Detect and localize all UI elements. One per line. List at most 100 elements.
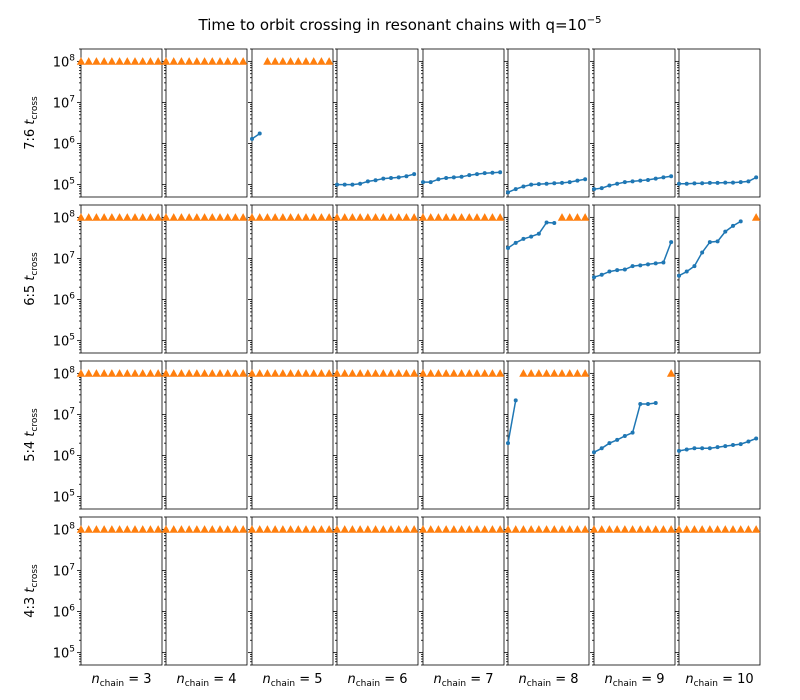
no-crossing-marker [465, 369, 474, 377]
no-crossing-marker [542, 525, 551, 533]
no-crossing-marker [123, 369, 132, 377]
crossing-point [575, 178, 580, 183]
no-crossing-marker [223, 369, 232, 377]
crossing-point [677, 273, 681, 278]
crossing-point [661, 260, 666, 265]
no-crossing-marker [123, 213, 132, 221]
panel-2-5 [504, 360, 590, 510]
crossing-point [646, 401, 650, 406]
panel-frame [422, 360, 505, 510]
crossing-point [373, 178, 378, 183]
no-crossing-marker [247, 369, 257, 377]
panel-frame [678, 48, 761, 198]
crossing-point [653, 401, 658, 406]
no-crossing-marker [208, 213, 217, 221]
no-crossing-marker [441, 525, 451, 533]
no-crossing-marker [409, 369, 419, 377]
no-crossing-marker [278, 525, 288, 533]
crossing-point [638, 401, 643, 406]
y-tick-label: 106 [53, 604, 76, 621]
no-crossing-marker [115, 369, 124, 377]
col-label: nchain = 3 [91, 672, 151, 689]
no-crossing-marker [371, 525, 380, 533]
no-crossing-marker [184, 525, 194, 533]
crossing-point [738, 180, 743, 185]
crossing-point [754, 175, 759, 180]
no-crossing-marker [597, 525, 606, 533]
panel-frame [678, 516, 761, 666]
crossing-point [622, 433, 627, 438]
no-crossing-marker [565, 525, 574, 533]
no-crossing-marker [263, 525, 272, 533]
no-crossing-marker [480, 525, 489, 533]
crossing-point [731, 443, 735, 448]
no-crossing-marker [138, 57, 147, 65]
panel-frame [593, 48, 676, 198]
no-crossing-marker [84, 525, 93, 533]
y-tick-label: 106 [53, 292, 76, 309]
panel-frame [593, 516, 676, 666]
no-crossing-marker [457, 369, 466, 377]
no-crossing-marker [480, 213, 489, 221]
crossing-point [521, 236, 526, 241]
no-crossing-marker [565, 369, 574, 377]
crossing-point [459, 174, 464, 179]
no-crossing-marker [409, 213, 419, 221]
no-crossing-marker [332, 213, 342, 221]
no-crossing-marker [573, 525, 582, 533]
no-crossing-marker [744, 525, 753, 533]
no-crossing-marker [713, 525, 722, 533]
no-crossing-marker [223, 57, 232, 65]
crossing-point [552, 181, 557, 186]
crossing-point [707, 446, 712, 451]
no-crossing-marker [138, 213, 147, 221]
crossing-point [482, 171, 487, 176]
no-crossing-marker [238, 57, 248, 65]
crossing-point [421, 180, 425, 185]
crossing-point [692, 446, 697, 451]
crossing-point [544, 181, 549, 186]
no-crossing-marker [348, 369, 357, 377]
crossing-point [451, 175, 456, 180]
no-crossing-marker [76, 369, 86, 377]
crossing-point [700, 446, 705, 451]
crossing-point [723, 444, 728, 449]
no-crossing-marker [332, 525, 342, 533]
no-crossing-marker [192, 369, 202, 377]
panel-3-1 [161, 516, 248, 666]
no-crossing-marker [488, 369, 497, 377]
no-crossing-marker [153, 369, 163, 377]
panel-frame [507, 516, 590, 666]
panel-frame [165, 360, 248, 510]
no-crossing-marker [348, 525, 357, 533]
no-crossing-marker [534, 369, 544, 377]
y-tick-label: 105 [53, 333, 75, 350]
no-crossing-marker [332, 369, 342, 377]
panel-2-6 [590, 360, 676, 510]
panel-frame [80, 204, 163, 354]
no-crossing-marker [294, 369, 303, 377]
no-crossing-marker [76, 213, 86, 221]
no-crossing-marker [138, 369, 147, 377]
panel-frame [80, 516, 163, 666]
no-crossing-marker [418, 213, 428, 221]
no-crossing-marker [92, 57, 101, 65]
crossing-point [436, 177, 441, 182]
no-crossing-marker [247, 525, 257, 533]
panel-1-6 [590, 204, 676, 354]
panel-3-0 [76, 516, 163, 666]
crossing-point [646, 262, 650, 267]
no-crossing-marker [255, 213, 264, 221]
no-crossing-marker [666, 369, 676, 377]
no-crossing-marker [340, 213, 349, 221]
no-crossing-marker [580, 525, 590, 533]
crossing-point [684, 447, 689, 452]
crossing-point [700, 181, 705, 186]
no-crossing-marker [511, 525, 520, 533]
crossing-point [583, 177, 588, 182]
no-crossing-marker [666, 525, 676, 533]
panel-frame [336, 204, 419, 354]
crossing-point [692, 264, 697, 269]
no-crossing-marker [177, 57, 186, 65]
crossing-point [700, 250, 705, 255]
